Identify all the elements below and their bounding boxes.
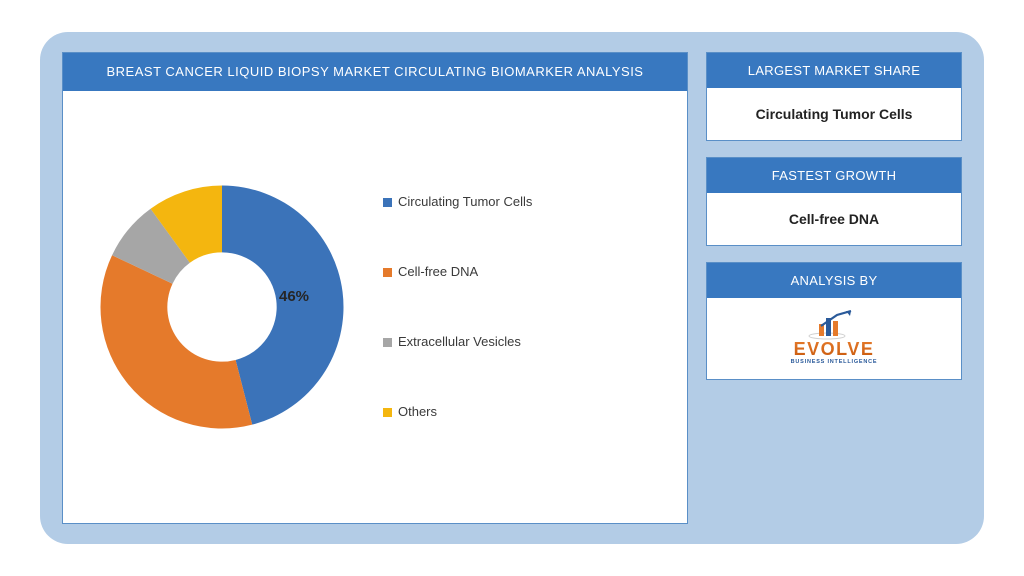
chart-title: BREAST CANCER LIQUID BIOPSY MARKET CIRCU… — [63, 53, 687, 91]
legend-label: Circulating Tumor Cells — [398, 194, 532, 211]
legend-swatch-icon — [383, 198, 392, 207]
logo-mark-icon — [807, 310, 861, 340]
legend-item: Others — [383, 404, 673, 421]
analysis-by-header: ANALYSIS BY — [707, 263, 961, 298]
legend-label: Extracellular Vesicles — [398, 334, 521, 351]
donut-slice — [101, 255, 253, 428]
slice-value-label: 46% — [279, 288, 309, 305]
fastest-growth-card: FASTEST GROWTH Cell-free DNA — [706, 157, 962, 246]
chart-card: BREAST CANCER LIQUID BIOPSY MARKET CIRCU… — [62, 52, 688, 524]
donut-chart: 46% — [87, 172, 357, 442]
legend: Circulating Tumor Cells Cell-free DNA Extr… — [357, 167, 673, 447]
largest-share-header: LARGEST MARKET SHARE — [707, 53, 961, 88]
main-panel: BREAST CANCER LIQUID BIOPSY MARKET CIRCU… — [40, 32, 984, 544]
legend-item: Circulating Tumor Cells — [383, 194, 673, 211]
legend-label: Others — [398, 404, 437, 421]
largest-share-card: LARGEST MARKET SHARE Circulating Tumor C… — [706, 52, 962, 141]
legend-swatch-icon — [383, 338, 392, 347]
legend-item: Cell-free DNA — [383, 264, 673, 281]
legend-label: Cell-free DNA — [398, 264, 478, 281]
brand-name: EVOLVE — [794, 340, 875, 358]
fastest-growth-value: Cell-free DNA — [707, 193, 961, 245]
analysis-by-card: ANALYSIS BY EVOLVE BUSINESS INTELLIGENCE — [706, 262, 962, 380]
legend-swatch-icon — [383, 268, 392, 277]
fastest-growth-header: FASTEST GROWTH — [707, 158, 961, 193]
info-column: LARGEST MARKET SHARE Circulating Tumor C… — [706, 52, 962, 524]
legend-swatch-icon — [383, 408, 392, 417]
brand-logo: EVOLVE BUSINESS INTELLIGENCE — [707, 298, 961, 379]
chart-body: 46% Circulating Tumor Cells Cell-free DNA… — [63, 91, 687, 523]
largest-share-value: Circulating Tumor Cells — [707, 88, 961, 140]
brand-sub: BUSINESS INTELLIGENCE — [791, 359, 878, 365]
legend-item: Extracellular Vesicles — [383, 334, 673, 351]
